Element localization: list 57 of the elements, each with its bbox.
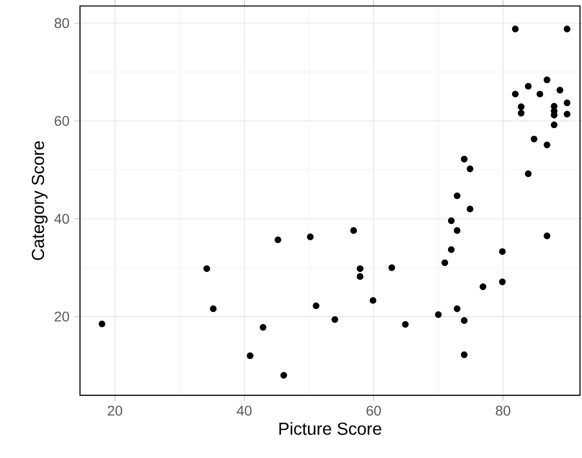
point bbox=[246, 352, 254, 360]
point bbox=[356, 265, 364, 272]
y-axis-title: Category Score bbox=[32, 141, 48, 260]
point bbox=[550, 122, 558, 128]
point bbox=[441, 259, 448, 266]
y-tick-label: 40 bbox=[54, 214, 70, 224]
point bbox=[530, 136, 538, 142]
point bbox=[306, 234, 314, 240]
point bbox=[536, 90, 544, 98]
point bbox=[454, 227, 460, 234]
y-tick-label: 60 bbox=[54, 116, 70, 126]
point bbox=[350, 227, 357, 234]
point bbox=[544, 76, 550, 84]
x-tick-label: 80 bbox=[496, 406, 510, 416]
point bbox=[460, 317, 468, 324]
point bbox=[280, 372, 288, 379]
point bbox=[210, 305, 217, 312]
point bbox=[312, 302, 320, 310]
point bbox=[260, 324, 266, 331]
point bbox=[448, 246, 455, 253]
point bbox=[332, 316, 338, 323]
x-tick-label: 40 bbox=[236, 406, 252, 416]
point bbox=[524, 82, 532, 90]
point bbox=[388, 264, 396, 272]
point bbox=[544, 142, 550, 148]
point bbox=[274, 236, 282, 244]
point bbox=[544, 232, 550, 240]
x-tick-label: 20 bbox=[108, 406, 122, 416]
point bbox=[460, 156, 468, 162]
point bbox=[454, 305, 460, 312]
x-axis-title: Picture Score bbox=[279, 422, 382, 435]
point bbox=[454, 192, 460, 200]
point bbox=[564, 26, 570, 32]
point bbox=[448, 217, 455, 224]
point bbox=[499, 278, 506, 286]
point bbox=[518, 110, 524, 116]
point bbox=[480, 283, 486, 290]
point bbox=[556, 86, 564, 94]
point bbox=[203, 265, 210, 272]
point bbox=[98, 320, 106, 328]
x-tick-label: 60 bbox=[366, 406, 381, 416]
y-tick-label: 20 bbox=[54, 312, 70, 322]
point bbox=[564, 110, 570, 118]
point bbox=[499, 248, 506, 255]
point bbox=[524, 170, 532, 178]
point bbox=[512, 26, 519, 32]
point bbox=[512, 90, 519, 98]
point bbox=[435, 311, 442, 318]
point bbox=[460, 351, 468, 358]
point bbox=[370, 297, 376, 304]
point bbox=[564, 100, 570, 106]
point bbox=[466, 166, 474, 172]
point bbox=[466, 206, 474, 212]
point bbox=[402, 321, 409, 328]
point bbox=[356, 273, 364, 280]
y-tick-label: 80 bbox=[54, 18, 70, 28]
point bbox=[518, 103, 524, 110]
